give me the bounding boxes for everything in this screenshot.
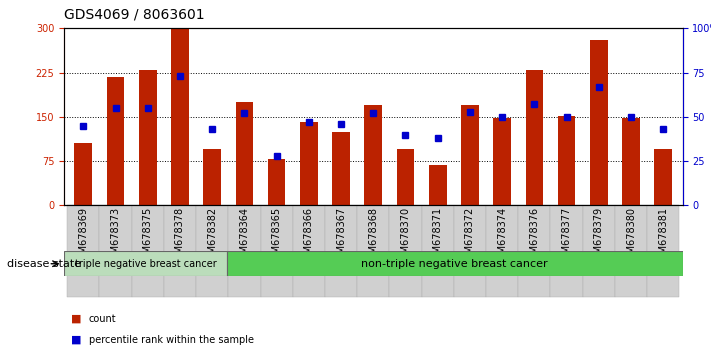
Bar xyxy=(365,105,382,205)
Bar xyxy=(68,205,100,297)
Bar xyxy=(357,205,390,297)
Bar xyxy=(300,121,318,205)
Text: GDS4069 / 8063601: GDS4069 / 8063601 xyxy=(64,7,205,21)
Bar xyxy=(132,205,164,297)
Bar xyxy=(235,102,253,205)
Bar xyxy=(325,205,357,297)
Bar xyxy=(461,105,479,205)
Bar xyxy=(557,116,575,205)
Bar xyxy=(493,118,511,205)
Bar xyxy=(293,205,325,297)
Text: ■: ■ xyxy=(71,335,82,345)
Bar xyxy=(647,205,679,297)
Bar xyxy=(164,205,196,297)
Bar xyxy=(654,149,672,205)
Bar xyxy=(390,205,422,297)
Text: percentile rank within the sample: percentile rank within the sample xyxy=(89,335,254,345)
Bar xyxy=(227,251,683,276)
Bar xyxy=(196,205,228,297)
Bar xyxy=(590,40,608,205)
Bar xyxy=(518,205,550,297)
Bar xyxy=(622,118,640,205)
Text: count: count xyxy=(89,314,117,324)
Bar xyxy=(454,205,486,297)
Bar xyxy=(268,159,286,205)
Text: disease state: disease state xyxy=(7,259,81,269)
Bar xyxy=(332,132,350,205)
Bar xyxy=(107,77,124,205)
Bar xyxy=(260,205,293,297)
Bar xyxy=(583,205,615,297)
Bar xyxy=(139,70,156,205)
Bar xyxy=(429,165,447,205)
Bar xyxy=(100,205,132,297)
Bar xyxy=(203,149,221,205)
Bar xyxy=(486,205,518,297)
Bar xyxy=(75,143,92,205)
Text: ■: ■ xyxy=(71,314,82,324)
Bar xyxy=(228,205,260,297)
Bar xyxy=(550,205,583,297)
Text: non-triple negative breast cancer: non-triple negative breast cancer xyxy=(361,259,548,269)
Bar xyxy=(397,149,415,205)
Text: triple negative breast cancer: triple negative breast cancer xyxy=(75,259,216,269)
Bar xyxy=(64,251,227,276)
Bar xyxy=(525,70,543,205)
Bar xyxy=(422,205,454,297)
Bar xyxy=(171,28,189,205)
Bar xyxy=(615,205,647,297)
